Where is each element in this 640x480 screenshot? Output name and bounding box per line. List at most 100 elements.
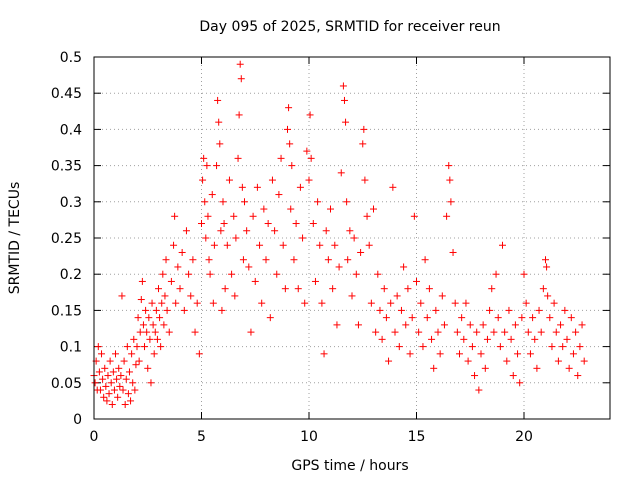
data-point <box>143 328 151 336</box>
data-point <box>518 314 526 322</box>
data-point <box>116 382 124 390</box>
data-point <box>292 220 300 228</box>
data-point <box>138 277 146 285</box>
data-point <box>546 314 554 322</box>
data-point <box>494 314 502 322</box>
data-point <box>170 241 178 249</box>
data-point <box>464 357 472 365</box>
data-point <box>91 379 99 387</box>
data-point <box>115 364 123 372</box>
x-tick-label: 20 <box>515 429 533 445</box>
x-tick-label: 0 <box>90 429 99 445</box>
data-point <box>539 285 547 293</box>
data-point <box>205 256 213 264</box>
data-point <box>98 350 106 358</box>
data-point <box>425 285 433 293</box>
y-tick-label: 0.35 <box>51 159 82 175</box>
data-point <box>340 96 348 104</box>
data-point <box>576 343 584 351</box>
data-point <box>337 169 345 177</box>
data-point <box>511 321 519 329</box>
y-tick-label: 0.4 <box>60 122 82 138</box>
data-point <box>277 154 285 162</box>
data-point <box>374 270 382 278</box>
data-point <box>238 183 246 191</box>
data-point <box>572 328 580 336</box>
data-point <box>363 212 371 220</box>
data-point <box>361 176 369 184</box>
data-point <box>367 299 375 307</box>
data-point <box>531 335 539 343</box>
data-point <box>346 227 354 235</box>
data-point <box>306 111 314 119</box>
data-point <box>421 256 429 264</box>
data-point <box>509 372 517 380</box>
data-point <box>132 361 140 369</box>
data-point <box>520 270 528 278</box>
data-point <box>561 306 569 314</box>
data-point <box>466 321 474 329</box>
data-point <box>214 96 222 104</box>
data-point <box>417 299 425 307</box>
x-axis-label: GPS time / hours <box>291 458 408 474</box>
data-point <box>322 227 330 235</box>
data-point <box>397 306 405 314</box>
data-point <box>408 314 416 322</box>
data-point <box>507 335 515 343</box>
data-point <box>231 292 239 300</box>
data-point <box>232 234 240 242</box>
data-point <box>475 386 483 394</box>
data-point <box>286 140 294 148</box>
data-point <box>150 350 158 358</box>
data-point <box>311 277 319 285</box>
data-point <box>158 299 166 307</box>
y-axis-label: SRMTID / TECUs <box>7 182 23 295</box>
data-point <box>101 364 109 372</box>
data-point <box>249 212 257 220</box>
data-point <box>279 241 287 249</box>
data-point <box>565 364 573 372</box>
data-point <box>501 328 509 336</box>
data-point <box>335 263 343 271</box>
data-point <box>235 111 243 119</box>
data-point <box>109 368 117 376</box>
data-point <box>350 234 358 242</box>
data-point <box>243 227 251 235</box>
data-point <box>148 299 156 307</box>
data-point <box>505 306 513 314</box>
tick-labels: 0 5 10 15 20 0 0.05 0.1 0.15 0.2 0.25 0.3 0.35 0.4 0.4… <box>51 50 533 445</box>
data-point <box>122 375 130 383</box>
data-point <box>107 379 115 387</box>
data-point <box>488 285 496 293</box>
data-point <box>149 321 157 329</box>
y-tick-label: 0 <box>73 412 82 428</box>
data-point <box>171 212 179 220</box>
data-point <box>199 176 207 184</box>
data-point <box>456 350 463 358</box>
data-point <box>552 328 560 336</box>
data-point <box>543 263 551 271</box>
data-point <box>537 328 545 336</box>
data-point <box>118 292 126 300</box>
data-point <box>453 328 461 336</box>
data-point <box>253 183 261 191</box>
data-point <box>544 292 552 300</box>
data-point <box>239 256 247 264</box>
data-point <box>479 321 487 329</box>
data-point <box>382 314 390 322</box>
data-point <box>193 299 201 307</box>
x-tick-label: 10 <box>300 429 318 445</box>
data-point <box>299 234 307 242</box>
y-tick-label: 0.3 <box>60 195 82 211</box>
data-point <box>108 401 116 409</box>
data-point <box>331 241 339 249</box>
data-point <box>481 364 489 372</box>
data-point <box>275 191 283 199</box>
data-point <box>446 176 454 184</box>
x-tick-label: 15 <box>408 429 426 445</box>
data-point <box>200 154 208 162</box>
data-point <box>215 118 223 126</box>
data-point <box>237 75 245 83</box>
data-point <box>147 379 155 387</box>
data-point <box>106 357 114 365</box>
